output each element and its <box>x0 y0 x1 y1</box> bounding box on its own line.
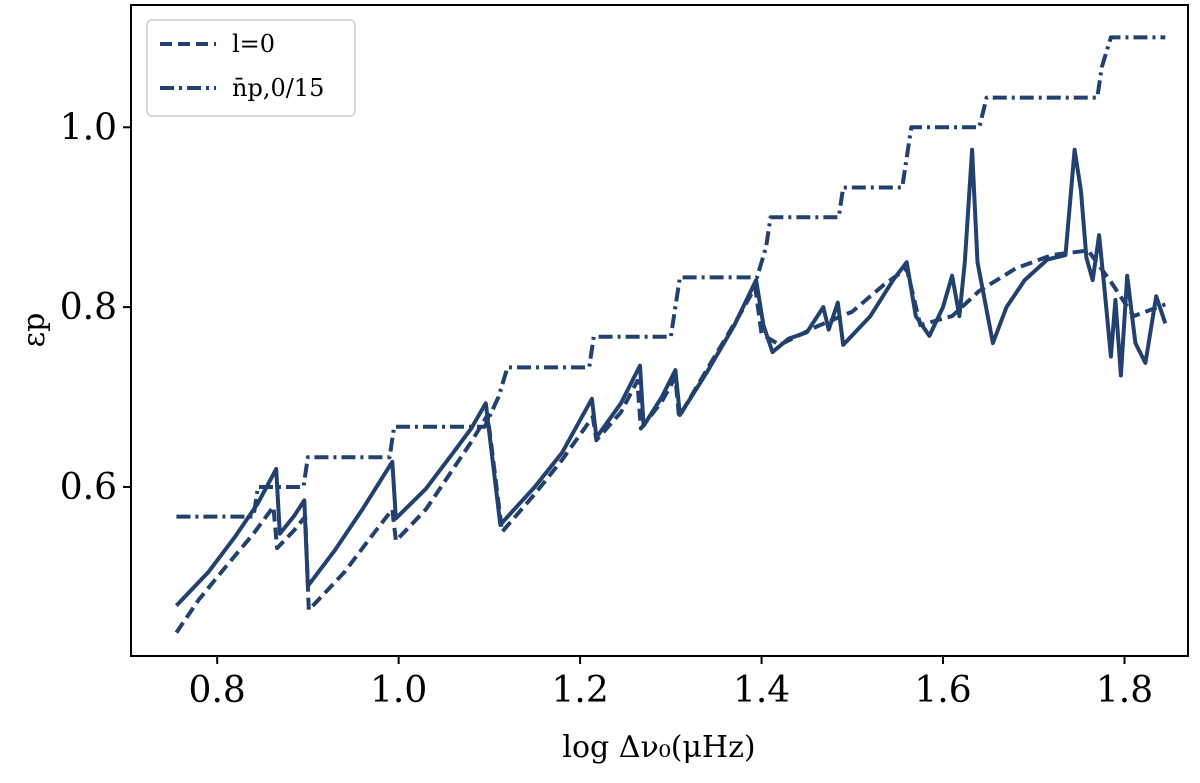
x-tick-label: 1.2 <box>551 670 608 711</box>
y-tick-label: 1.0 <box>60 107 117 148</box>
x-tick-label: 1.4 <box>733 670 790 711</box>
x-tick-label: 1.8 <box>1096 670 1153 711</box>
x-tick-label: 0.8 <box>189 670 246 711</box>
y-tick-label: 0.8 <box>60 287 117 328</box>
y-tick-label: 0.6 <box>60 467 117 508</box>
x-tick-label: 1.0 <box>370 670 427 711</box>
series-line-dashdot <box>176 35 1166 519</box>
legend-entry-np0: n̄p,0/15 <box>232 74 324 102</box>
series-layer <box>174 35 1168 634</box>
x-tick-label: 1.6 <box>914 670 971 711</box>
plot-frame <box>130 4 1189 657</box>
ticks-layer: 0.8 1.0 1.2 1.4 1.6 1.8 0.6 0.8 1.0 <box>60 107 1153 711</box>
series-line-solid <box>174 147 1168 607</box>
y-axis-label: εp <box>17 313 52 348</box>
x-axis-label: log Δν₀(μHz) <box>562 730 755 765</box>
legend: l=0 n̄p,0/15 <box>146 19 356 117</box>
legend-entry-l0: l=0 <box>232 30 275 58</box>
